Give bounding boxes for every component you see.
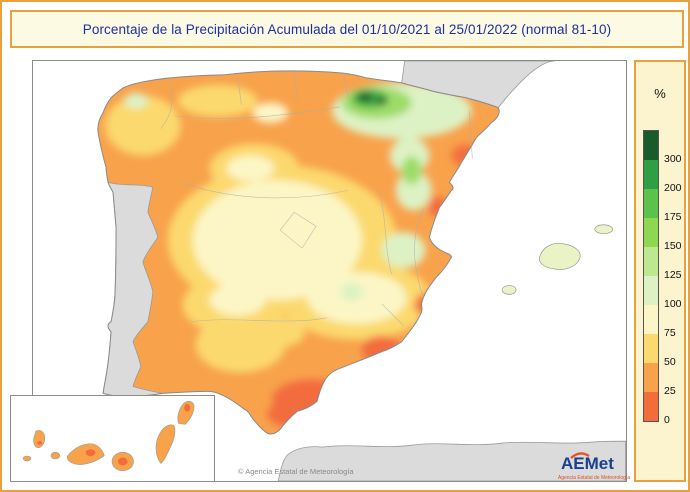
legend-swatch <box>644 392 658 421</box>
legend-value-labels: 300 200 175 150 125 100 75 50 25 0 <box>664 130 686 430</box>
legend-swatch <box>644 363 658 392</box>
legend-swatch <box>644 189 658 218</box>
legend-value: 25 <box>664 385 676 397</box>
legend-color-bar <box>643 130 659 422</box>
precip-zone-cuenca-palegreen <box>381 232 426 269</box>
el-hierro-island <box>22 455 32 462</box>
iberia-coastline <box>97 70 500 435</box>
title-bar: Porcentaje de la Precipitación Acumulada… <box>10 10 684 48</box>
precip-zone-extremadura-toledo-cream <box>192 180 362 300</box>
legend-swatch <box>644 218 658 247</box>
ibiza-island <box>501 285 517 295</box>
legend-swatch <box>644 247 658 276</box>
lanzarote-red-spot <box>184 403 191 412</box>
tenerife-island <box>66 443 105 465</box>
map-title: Porcentaje de la Precipitación Acumulada… <box>82 21 612 37</box>
copyright-text: © Agencia Estatal de Meteorología <box>238 467 354 476</box>
legend-swatch <box>644 131 658 160</box>
aemet-logo-text: AEMet <box>561 454 614 473</box>
legend-value: 0 <box>664 414 670 426</box>
precip-zone-cadiz-red <box>267 402 308 427</box>
legend-swatch <box>644 276 658 305</box>
legend-value: 125 <box>664 269 682 281</box>
precip-zone-almeria-red <box>361 335 402 364</box>
canary-islands-map <box>22 400 195 472</box>
precip-zone-badajoz-cream <box>209 283 266 316</box>
legend-value: 175 <box>664 211 682 223</box>
la-palma-island <box>33 430 46 449</box>
mallorca-island <box>539 242 581 270</box>
legend-value: 50 <box>664 356 676 368</box>
precip-zone-teruel-red <box>452 187 475 206</box>
legend-value: 150 <box>664 240 682 252</box>
legend-value: 75 <box>664 327 676 339</box>
precip-zone-huesca-palegreen <box>421 95 472 122</box>
legend-swatch <box>644 334 658 363</box>
precip-zone-cantabrian-yellow <box>177 84 258 117</box>
province-borders <box>160 72 473 326</box>
precip-zone-navarra-darkgreen-2 <box>375 96 388 105</box>
legend-value: 100 <box>664 298 682 310</box>
precip-zone-soria-guadalajara-palegreen <box>395 170 432 211</box>
aemet-logo-graphic: AEMet <box>561 452 614 473</box>
legend-value: 200 <box>664 182 682 194</box>
precip-zone-asturias-cream <box>252 102 289 123</box>
gran-canaria-red-spot <box>117 457 128 466</box>
precip-zone-soria-lightgreen <box>401 156 422 185</box>
precip-zone-galicia-yellow <box>105 95 181 156</box>
legend-unit-label: % <box>654 86 666 101</box>
map-panel: © Agencia Estatal de Meteorología AEMet … <box>32 60 630 482</box>
precip-zone-cordoba-yellow <box>249 315 306 348</box>
precipitation-zones <box>105 82 482 427</box>
legend-value: 300 <box>664 153 682 165</box>
precip-zone-valladolid-cream <box>226 155 275 182</box>
la-palma-red-spot <box>37 440 43 445</box>
aemet-logo-subtitle: Agencia Estatal de Meteorología <box>557 475 631 481</box>
spain-fill-layer <box>97 70 500 435</box>
menorca-island <box>594 224 613 235</box>
precip-zone-tarragona-red <box>451 144 482 167</box>
legend: % 300 200 175 150 125 100 75 50 25 0 <box>634 60 686 482</box>
legend-swatch <box>644 160 658 189</box>
legend-swatch <box>644 305 658 334</box>
precip-zone-galicia-palegreen-spot <box>123 92 148 109</box>
aemet-logo-arc <box>570 452 590 459</box>
canary-islands-inset <box>10 395 215 482</box>
africa-landmass <box>277 440 626 481</box>
spain-precipitation-map <box>97 61 626 481</box>
balearic-islands <box>501 224 613 295</box>
la-gomera-island <box>50 451 61 460</box>
precip-zone-murcia-red <box>414 292 445 317</box>
precip-zone-navarra-darkgreen-1 <box>356 91 373 102</box>
aemet-logo: AEMet Agencia Estatal de Meteorología <box>555 449 633 481</box>
fuerteventura-island <box>155 424 176 464</box>
precip-zone-mancha-palegreen-spot <box>339 282 364 301</box>
tenerife-red-spot <box>85 449 96 457</box>
